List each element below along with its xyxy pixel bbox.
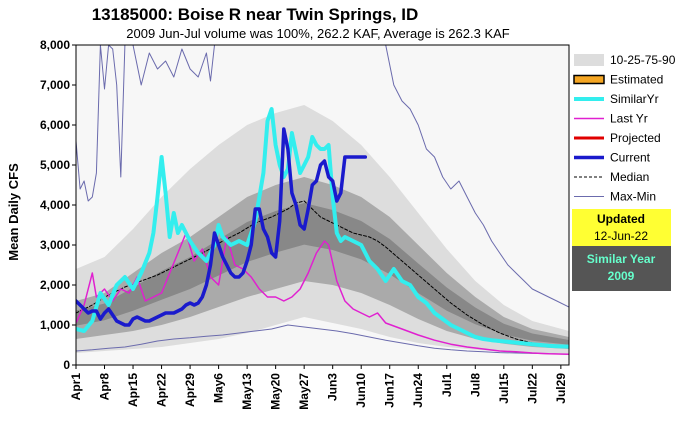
similar-year-box: Similar Year 2009 (572, 246, 671, 291)
legend-label: Current (610, 151, 651, 165)
x-tick-label: Apr1 (69, 373, 83, 401)
y-tick-label: 7,000 (40, 78, 70, 92)
chart-title: 13185000: Boise R near Twin Springs, ID (92, 5, 419, 24)
legend-item: Max-Min (574, 190, 656, 204)
series-current (76, 127, 368, 327)
y-tick-label: 6,000 (40, 118, 70, 132)
percentile-bands (76, 105, 569, 354)
x-axis: Apr1 Apr8 Apr15 Apr22 Apr29 May6 May13 May20 May… (69, 365, 568, 410)
band-median-zone (76, 203, 569, 345)
legend-label: Last Yr (610, 112, 648, 126)
series-max-min (76, 45, 569, 308)
x-tick-label: Apr29 (183, 373, 197, 407)
y-axis-label: Mean Daily CFS (6, 163, 21, 261)
similar-year-box-bg (572, 246, 671, 291)
legend-item: 10-25-75-90 (574, 53, 676, 67)
legend-label: Max-Min (610, 190, 656, 204)
chart-subtitle: 2009 Jun-Jul volume was 100%, 262.2 KAF,… (126, 26, 510, 41)
y-tick-label: 2,000 (40, 278, 70, 292)
x-tick-label: Jul15 (497, 373, 511, 404)
x-tick-label: Jul29 (554, 373, 568, 404)
similar-year-value: 2009 (608, 269, 635, 283)
y-tick-label: 0 (63, 358, 70, 372)
legend-item: Projected (574, 131, 661, 145)
updated-box: Updated 12-Jun-22 (572, 209, 671, 246)
series-max-min-min (76, 324, 569, 355)
legend-label: 10-25-75-90 (610, 53, 676, 67)
legend-label: SimilarYr (610, 92, 659, 106)
legend-item: Estimated (573, 73, 663, 87)
series-last-yr (76, 232, 569, 355)
x-tick-label: May6 (212, 373, 226, 403)
x-tick-label: May20 (269, 373, 283, 410)
x-tick-label: Apr15 (126, 373, 140, 407)
y-axis: 0 1,000 2,000 3,000 4,000 5,000 6,000 7,000 8,00… (40, 38, 76, 372)
y-tick-label: 1,000 (40, 318, 70, 332)
y-tick-label: 8,000 (40, 38, 70, 52)
updated-box-bg (572, 209, 671, 246)
similar-year-label: Similar Year (587, 252, 656, 266)
x-tick-label: May27 (297, 373, 311, 410)
legend: 10-25-75-90 Estimated SimilarYr Last Yr Proj… (573, 53, 676, 204)
legend-label: Median (610, 170, 649, 184)
legend-label: Projected (610, 131, 661, 145)
legend-item: Median (574, 170, 649, 184)
x-tick-label: May13 (240, 373, 254, 410)
x-tick-label: Apr22 (155, 373, 169, 407)
legend-swatch-estimated (573, 74, 605, 85)
y-tick-label: 3,000 (40, 238, 70, 252)
updated-date: 12-Jun-22 (594, 229, 648, 243)
x-tick-label: Jun10 (354, 373, 368, 408)
x-tick-label: Jun3 (326, 373, 340, 401)
series-median (76, 200, 569, 347)
y-tick-label: 4,000 (40, 198, 70, 212)
x-tick-label: Jun17 (383, 373, 397, 408)
x-tick-label: Jun24 (411, 373, 425, 408)
legend-item: SimilarYr (574, 92, 659, 106)
legend-item: Current (574, 151, 651, 165)
updated-label: Updated (597, 212, 645, 226)
series-similaryr (76, 107, 569, 349)
x-tick-label: Jul22 (525, 373, 539, 404)
legend-item: Last Yr (574, 112, 648, 126)
x-tick-label: Jul8 (468, 373, 482, 397)
series-layer (76, 45, 569, 355)
y-tick-label: 5,000 (40, 158, 70, 172)
legend-swatch-band (574, 54, 604, 66)
x-tick-label: Jul1 (440, 373, 454, 397)
x-tick-label: Apr8 (98, 373, 112, 401)
legend-label: Estimated (610, 73, 663, 87)
